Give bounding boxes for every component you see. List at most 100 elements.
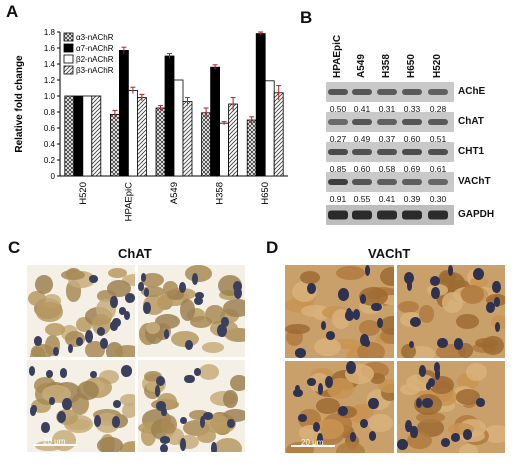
nucleus	[316, 432, 323, 445]
densitometry-value: 0.61	[429, 164, 447, 174]
nucleus	[437, 337, 448, 349]
nucleus	[363, 339, 371, 347]
stained-cell	[141, 272, 165, 287]
blot-band	[352, 149, 372, 155]
stained-cell	[222, 298, 245, 318]
legend-label: α7-nAChR	[76, 44, 114, 53]
stained-cell	[155, 313, 180, 329]
blot-row-label: AChE	[458, 86, 486, 97]
stained-cell	[35, 274, 54, 294]
densitometry-value: 0.27	[329, 134, 347, 144]
stained-cell	[180, 299, 195, 321]
nucleus	[53, 346, 60, 357]
stained-cell	[415, 412, 446, 423]
blot-band	[428, 149, 448, 155]
bar	[164, 55, 175, 177]
blot-strip	[326, 205, 454, 225]
panel-d-title: VAChT	[368, 246, 411, 261]
stained-cell	[465, 362, 487, 381]
stained-cell	[35, 440, 62, 452]
blot-band	[328, 210, 348, 220]
nucleus	[307, 283, 316, 295]
bar	[64, 95, 75, 177]
stained-cell	[482, 425, 505, 444]
densitometry-value: 0.60	[353, 164, 371, 174]
stained-cell	[315, 418, 345, 440]
nucleus	[112, 416, 121, 428]
nucleus	[124, 311, 131, 320]
bar	[210, 66, 221, 177]
stained-cell	[201, 341, 225, 353]
stained-cell	[76, 380, 99, 400]
densitometry-value: 0.31	[378, 104, 396, 114]
nucleus	[292, 388, 303, 397]
blot-band	[328, 149, 348, 155]
nucleus	[317, 383, 324, 395]
y-tick-label: 0.2	[44, 156, 56, 165]
y-tick-label: 1.2	[44, 76, 56, 85]
stained-cell	[313, 338, 342, 357]
micrograph-tile	[285, 360, 394, 453]
nucleus	[109, 321, 118, 331]
micrograph-tile	[285, 265, 394, 358]
blot-band	[402, 179, 422, 185]
nucleus	[112, 400, 122, 408]
bar	[127, 90, 138, 177]
nucleus	[221, 317, 229, 328]
densitometry-value: 0.85	[329, 164, 347, 174]
nucleus	[184, 374, 195, 384]
stained-cell	[326, 378, 354, 399]
nucleus	[377, 317, 384, 329]
bar	[110, 114, 120, 177]
densitometry-value: 0.58	[378, 164, 396, 174]
bar	[82, 95, 93, 177]
nucleus	[430, 286, 440, 300]
lane-label: H650	[406, 54, 417, 78]
nucleus	[337, 288, 349, 301]
nucleus	[338, 406, 349, 417]
nucleus	[368, 397, 379, 410]
nucleus	[406, 280, 413, 292]
nucleus	[346, 361, 356, 375]
nucleus	[295, 348, 307, 358]
bar	[264, 80, 275, 177]
blot-band	[377, 179, 397, 185]
blot-band	[402, 210, 422, 220]
nucleus	[349, 431, 357, 442]
stained-cell	[145, 321, 161, 334]
nucleus	[472, 268, 484, 281]
nucleus	[360, 294, 367, 304]
nucleus	[453, 338, 464, 350]
stained-cell	[61, 269, 85, 281]
stained-cell	[431, 400, 456, 412]
stained-cell	[460, 285, 485, 305]
stained-cell	[398, 300, 419, 313]
densitometry-value: 0.50	[329, 104, 347, 114]
nucleus	[33, 336, 42, 346]
lane-label: HPAEpiC	[332, 34, 343, 78]
micrograph-tile	[396, 265, 505, 358]
stained-cell	[144, 370, 162, 382]
nucleus	[178, 281, 186, 294]
nucleus	[491, 280, 501, 293]
x-tick-label: H358	[215, 182, 226, 205]
legend-swatch	[63, 43, 74, 53]
y-tick-label: 0.4	[44, 140, 56, 149]
x-tick-label: H650	[260, 182, 271, 205]
nucleus	[421, 398, 433, 409]
nucleus	[57, 411, 67, 423]
nucleus	[118, 307, 127, 315]
bar	[201, 112, 212, 177]
bar	[155, 107, 166, 177]
blot-band	[428, 179, 448, 185]
densitometry-value: 0.60	[403, 134, 421, 144]
blot-band	[377, 119, 397, 125]
nucleus	[94, 415, 102, 428]
stained-cell	[85, 341, 105, 357]
blot-strip	[326, 172, 454, 192]
stained-cell	[482, 335, 504, 356]
nucleus	[28, 366, 35, 376]
nucleus	[90, 370, 98, 378]
nucleus	[194, 367, 202, 376]
stained-cell	[429, 376, 455, 394]
